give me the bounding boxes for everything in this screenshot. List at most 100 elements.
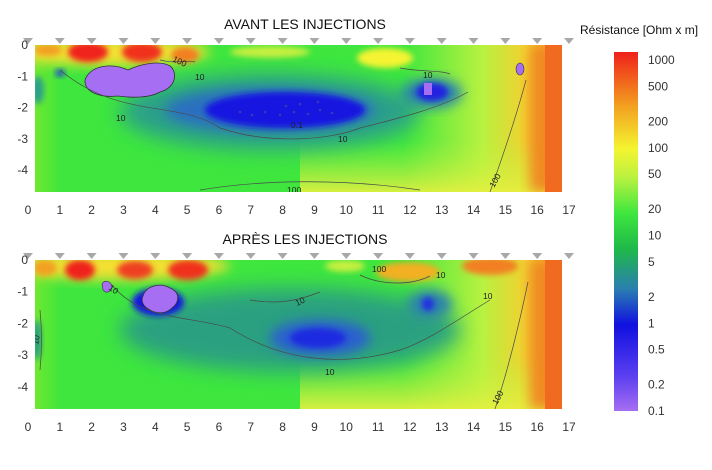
electrode-marker [500, 38, 511, 44]
y-tick-label: -2 [17, 316, 28, 330]
y-tick-label: -4 [17, 163, 28, 177]
colorbar-tick-label: 200 [648, 114, 668, 128]
x-tick-label: 14 [467, 420, 481, 434]
x-tick-label: 1 [56, 420, 63, 434]
x-tick-label: 6 [216, 203, 223, 217]
x-tick-label: 4 [152, 203, 159, 217]
colorbar-tick-label: 5 [648, 255, 655, 269]
x-tick-label: 1 [56, 203, 63, 217]
contour-label: 100 [372, 264, 386, 274]
electrode-marker [564, 253, 574, 259]
electrode-marker [404, 38, 415, 44]
electrode-marker [277, 38, 288, 44]
electrode-marker [54, 253, 65, 259]
contour-label: 10 [116, 113, 126, 123]
x-tick-label: 4 [152, 420, 159, 434]
contour-label: 100 [287, 185, 301, 195]
contour-label: 10 [195, 72, 205, 82]
electrode-marker [500, 253, 511, 259]
x-tick-label: 15 [499, 203, 513, 217]
x-tick-label: 7 [247, 420, 254, 434]
colorbar-tick-label: 0.1 [648, 404, 665, 418]
x-tick-label: 3 [120, 420, 127, 434]
contour-label: 10 [436, 270, 446, 280]
electrode-marker [404, 253, 415, 259]
colorbar-gradient [614, 52, 638, 411]
electrode-marker [182, 38, 193, 44]
panel-apres: APRÈS LES INJECTIONS [17, 231, 576, 434]
contour-label: 10 [325, 367, 335, 377]
electrode-marker [373, 38, 384, 44]
electrode-marker [341, 38, 352, 44]
panel-avant: AVANT LES INJECTIONS [17, 16, 576, 217]
panel-avant-yticks: 0 -1 -2 -3 -4 [17, 38, 28, 177]
x-tick-label: 13 [435, 420, 449, 434]
electrode-marker [23, 38, 33, 44]
y-tick-label: -3 [17, 348, 28, 362]
electrode-marker [23, 253, 33, 259]
electrode-marker [182, 253, 193, 259]
panel-apres-xticks: 0 1 2 3 4 5 6 7 8 9 10 11 12 13 14 15 16 17 [25, 420, 576, 434]
electrode-marker [373, 253, 384, 259]
y-tick-label: -1 [17, 285, 28, 299]
low-resistivity-zone [101, 280, 113, 293]
colorbar-tick-label: 2 [648, 290, 655, 304]
colorbar-tick-label: 20 [648, 202, 662, 216]
x-tick-label: 17 [562, 420, 576, 434]
panel-avant-title: AVANT LES INJECTIONS [224, 16, 386, 32]
electrode-marker [150, 38, 161, 44]
electrode-marker [118, 38, 129, 44]
x-tick-label: 5 [184, 420, 191, 434]
colorbar-tick-label: 50 [648, 167, 662, 181]
electrode-marker [436, 38, 447, 44]
electrode-marker [309, 38, 320, 44]
y-tick-label: -1 [17, 69, 28, 83]
colorbar-ticks: 1000 500 200 100 50 20 10 5 2 1 0.5 0.2 0.1 [648, 53, 675, 418]
x-tick-label: 0 [25, 203, 32, 217]
colorbar-tick-label: 100 [648, 141, 668, 155]
x-tick-label: 12 [403, 420, 417, 434]
electrode-marker [86, 253, 97, 259]
y-tick-label: 0 [21, 38, 28, 52]
x-tick-label: 6 [216, 420, 223, 434]
x-tick-label: 17 [562, 203, 576, 217]
y-tick-label: 0 [21, 253, 28, 267]
colorbar-title: Résistance [Ohm x m] [580, 23, 698, 37]
panel-avant-electrodes [23, 38, 574, 44]
electrode-marker [54, 38, 65, 44]
electrode-marker [468, 253, 479, 259]
x-tick-label: 11 [372, 420, 385, 434]
electrode-marker [245, 253, 256, 259]
colorbar-tick-label: 0.2 [648, 378, 665, 392]
electrode-marker [245, 38, 256, 44]
x-tick-label: 0 [25, 420, 32, 434]
y-tick-label: -4 [17, 380, 28, 394]
x-tick-label: 2 [88, 203, 95, 217]
electrode-marker [118, 253, 129, 259]
contour-label: 10 [423, 70, 433, 80]
x-tick-label: 15 [499, 420, 513, 434]
x-tick-label: 10 [340, 203, 354, 217]
electrode-marker [86, 38, 97, 44]
x-tick-label: 11 [372, 203, 385, 217]
x-tick-label: 2 [88, 420, 95, 434]
panel-apres-title: APRÈS LES INJECTIONS [223, 231, 388, 247]
contour-label: 10 [294, 295, 307, 308]
panel-apres-heatmap: 10 10 10 10 100 10 10 100 [35, 260, 562, 409]
electrode-marker [213, 38, 224, 44]
colorbar-tick-label: 0.5 [648, 343, 665, 357]
electrode-marker [468, 38, 479, 44]
low-resistivity-zone [141, 284, 179, 314]
x-tick-label: 8 [279, 420, 286, 434]
contour-label: 0.1 [291, 120, 303, 130]
contour-label: 10 [483, 291, 493, 301]
electrode-marker [564, 38, 574, 44]
colorbar-tick-label: 500 [648, 79, 668, 93]
electrode-marker [213, 253, 224, 259]
colorbar-tick-label: 1000 [648, 53, 675, 67]
electrode-marker [532, 38, 543, 44]
x-tick-label: 3 [120, 203, 127, 217]
colorbar-tick-label: 10 [648, 229, 662, 243]
x-tick-label: 13 [435, 203, 449, 217]
